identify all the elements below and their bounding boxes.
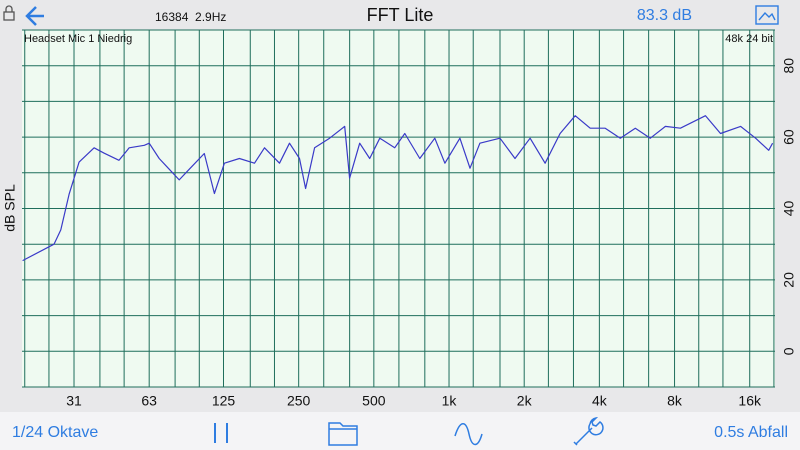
app-title: FFT Lite [367, 5, 434, 25]
y-tick-label: 80 [781, 58, 797, 74]
x-tick-label: 8k [667, 393, 683, 409]
pause-button[interactable] [214, 423, 228, 443]
signal-button[interactable] [454, 423, 483, 446]
y-tick-label: 0 [781, 347, 797, 355]
resolution-button[interactable]: 1/24 Oktave [12, 424, 98, 441]
lock-shackle [5, 5, 13, 12]
icon-mountain [758, 11, 776, 21]
y-tick-label: 60 [781, 129, 797, 145]
x-tick-label: 250 [287, 393, 311, 409]
settings-button[interactable] [573, 416, 604, 446]
y-tick-label: 20 [781, 272, 797, 288]
toolbar [0, 412, 800, 450]
x-tick-label: 4k [592, 393, 608, 409]
y-axis-label: dB SPL [2, 184, 18, 232]
icon-frame [755, 5, 779, 25]
x-tick-label: 125 [212, 393, 236, 409]
fft-info: 16384 2.9Hz [155, 10, 226, 24]
decay-button[interactable]: 0.5s Abfall [714, 424, 788, 441]
x-tick-label: 2k [517, 393, 533, 409]
y-tick-label: 40 [781, 201, 797, 217]
plot: 31 63 125 250 500 1k 2k 4k 8k 16k 0 20 40 60 80 [22, 29, 797, 409]
folder-button[interactable] [328, 422, 358, 446]
x-tick-label: 31 [66, 393, 82, 409]
screenshot-icon[interactable] [755, 5, 779, 25]
lock-body [3, 11, 15, 21]
x-tick-label: 63 [141, 393, 157, 409]
lock-icon[interactable] [3, 5, 15, 21]
x-tick-label: 500 [362, 393, 386, 409]
format-label: 48k 24 bit [725, 33, 773, 45]
x-tick-label: 16k [738, 393, 762, 409]
x-tick-label: 1k [442, 393, 458, 409]
level-reading[interactable]: 83.3 dB [637, 7, 692, 24]
input-label: Headset Mic 1 Niedrig [24, 33, 132, 45]
back-button[interactable] [25, 6, 44, 26]
spectrum-line [22, 115, 774, 262]
